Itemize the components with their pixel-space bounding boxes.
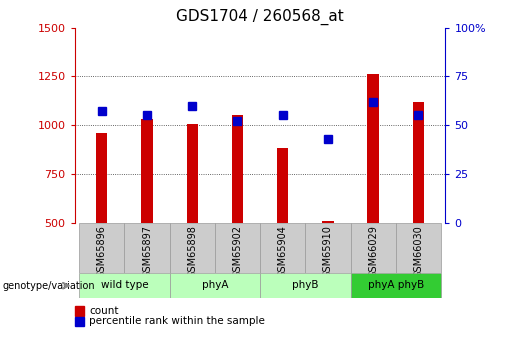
Bar bbox=[142, 119, 152, 223]
Bar bbox=[260, 273, 351, 298]
Title: GDS1704 / 260568_at: GDS1704 / 260568_at bbox=[176, 9, 344, 25]
Text: percentile rank within the sample: percentile rank within the sample bbox=[89, 316, 265, 326]
Bar bbox=[305, 223, 351, 273]
Bar bbox=[277, 148, 288, 223]
Bar bbox=[413, 102, 424, 223]
Text: GSM65897: GSM65897 bbox=[142, 225, 152, 278]
Text: GSM66029: GSM66029 bbox=[368, 225, 378, 278]
Text: GSM65898: GSM65898 bbox=[187, 225, 197, 278]
Bar bbox=[396, 223, 441, 273]
Text: GSM65896: GSM65896 bbox=[97, 225, 107, 278]
Bar bbox=[351, 223, 396, 273]
Bar bbox=[351, 273, 441, 298]
Text: count: count bbox=[89, 306, 118, 316]
Bar bbox=[232, 115, 243, 223]
Bar bbox=[75, 317, 84, 326]
Text: phyB: phyB bbox=[292, 280, 319, 290]
Bar bbox=[260, 223, 305, 273]
Text: phyA: phyA bbox=[201, 280, 228, 290]
Bar bbox=[125, 223, 169, 273]
Bar bbox=[96, 133, 108, 223]
Text: phyA phyB: phyA phyB bbox=[368, 280, 424, 290]
Text: wild type: wild type bbox=[100, 280, 148, 290]
Bar bbox=[75, 306, 84, 316]
Text: GSM66030: GSM66030 bbox=[414, 225, 423, 278]
Bar bbox=[322, 220, 334, 223]
Bar bbox=[79, 223, 125, 273]
Bar bbox=[186, 124, 198, 223]
Bar bbox=[215, 223, 260, 273]
Text: genotype/variation: genotype/variation bbox=[3, 281, 95, 290]
Text: GSM65902: GSM65902 bbox=[232, 225, 243, 278]
Bar bbox=[79, 273, 169, 298]
Bar bbox=[368, 75, 379, 223]
Text: GSM65904: GSM65904 bbox=[278, 225, 288, 278]
Text: GSM65910: GSM65910 bbox=[323, 225, 333, 278]
Bar bbox=[169, 223, 215, 273]
Bar bbox=[169, 273, 260, 298]
